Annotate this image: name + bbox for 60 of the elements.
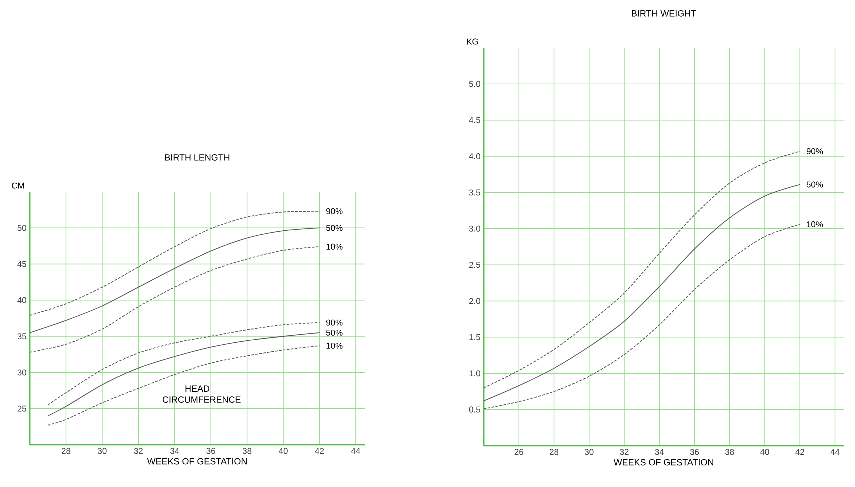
x-tick-label: 42 [315, 448, 324, 454]
x-tick-label: 44 [830, 449, 840, 455]
series-label: 90% [806, 148, 824, 154]
y-tick-label: 50 [18, 225, 26, 232]
y-tick-label: 2.5 [469, 262, 480, 268]
x-tick-label: 34 [655, 449, 664, 456]
y-tick-label: 25 [18, 406, 26, 412]
y-tick-label: 2.0 [469, 298, 480, 304]
x-tick-label: 30 [98, 448, 107, 454]
line-series [484, 224, 801, 410]
y-tick-label: 5.0 [469, 81, 480, 88]
y-tick-label: 3.0 [469, 226, 480, 232]
series-label: 50% [326, 225, 343, 232]
y-tick-label: 1.5 [470, 334, 480, 340]
x-tick-label: 38 [725, 449, 734, 456]
line-series [48, 346, 320, 426]
series-label: 50% [326, 330, 343, 336]
y-axis-title: CM [12, 182, 24, 189]
series-label: 10% [326, 244, 343, 250]
x-tick-label: 32 [620, 449, 629, 456]
y-tick-label: 3.5 [469, 190, 480, 196]
y-tick-label: 4.0 [469, 154, 480, 160]
x-tick-label: 28 [62, 448, 71, 454]
annotation: HEAD CIRCUMFERENCE [162, 386, 241, 403]
x-axis-title: WEEKS OF GESTATION [147, 458, 247, 465]
x-axis-title: WEEKS OF GESTATION [614, 459, 714, 466]
series-label: 10% [326, 342, 343, 349]
x-tick-label: 36 [206, 448, 216, 454]
x-tick-label: 40 [760, 449, 770, 456]
x-tick-label: 42 [796, 449, 804, 456]
x-tick-label: 40 [279, 448, 288, 454]
line-series [30, 246, 320, 353]
line-series [30, 228, 320, 334]
y-tick-label: 0.5 [469, 406, 480, 413]
line-series [484, 151, 801, 388]
x-tick-label: 38 [242, 448, 252, 454]
x-tick-label: 28 [550, 449, 559, 456]
x-tick-label: 26 [514, 449, 524, 456]
y-tick-label: 30 [18, 370, 26, 376]
series-label: 10% [807, 222, 824, 228]
x-tick-label: 32 [134, 448, 143, 454]
y-tick-label: 35 [18, 334, 26, 340]
line-series [484, 184, 801, 402]
y-tick-label: 4.5 [469, 117, 480, 124]
x-tick-label: 36 [690, 449, 700, 456]
line-series [30, 211, 320, 316]
line-series [48, 332, 320, 416]
x-tick-label: 34 [170, 448, 180, 454]
y-axis-title: KG [467, 38, 478, 45]
chart-title: BIRTH WEIGHT [632, 10, 696, 17]
line-series [48, 322, 320, 406]
x-tick-label: 44 [351, 448, 360, 454]
y-tick-label: 1.0 [470, 370, 480, 377]
chart-title: BIRTH LENGTH [165, 154, 230, 161]
y-tick-label: 45 [18, 261, 26, 268]
series-label: 90% [326, 208, 343, 214]
series-label: 50% [806, 182, 824, 188]
series-label: 90% [326, 320, 343, 326]
x-tick-label: 30 [584, 449, 594, 456]
y-tick-label: 40 [18, 297, 26, 304]
